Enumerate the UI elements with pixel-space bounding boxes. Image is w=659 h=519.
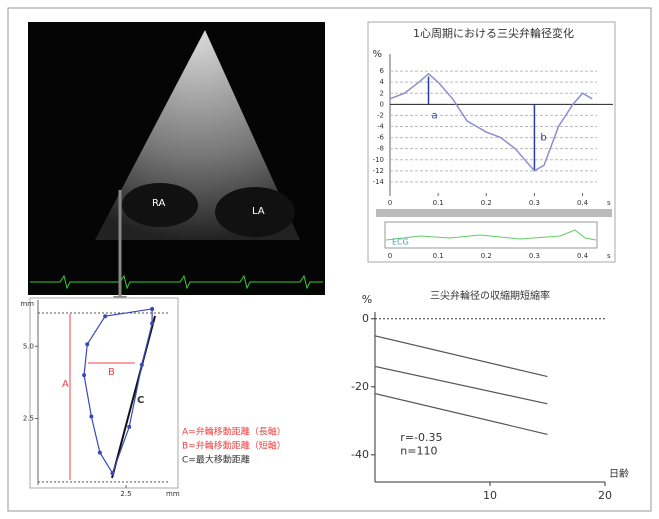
inset-x-tick-label: 0: [388, 252, 392, 260]
point: [127, 425, 131, 429]
annotation: b: [540, 133, 546, 144]
y-tick-label: -8: [377, 145, 384, 153]
inset-label: ECG: [392, 238, 409, 247]
x-tick-label: 10: [483, 489, 497, 502]
figure: RA LA 1心周期における三尖弁輪径変化%6420-2-4-6-8-10-12…: [0, 0, 659, 519]
y-tick-label: -4: [377, 123, 385, 131]
y-tick-label: 6: [380, 67, 385, 75]
point: [98, 451, 102, 455]
y-tick-label: 2.5: [23, 415, 34, 423]
y-tick-label: -20: [351, 380, 369, 393]
inset-x-tick-label: 0.3: [529, 252, 540, 260]
chart-title: 三尖弁輪径の収縮期短縮率: [430, 289, 550, 302]
y-tick-label: 5.0: [23, 342, 34, 350]
legend-text: B=弁輪移動距離（短軸）: [182, 440, 286, 452]
inset-x-tick-label: 0.2: [481, 252, 492, 260]
y-tick-label: 0: [380, 100, 384, 108]
annotation: n=110: [400, 444, 437, 457]
point: [82, 373, 86, 377]
chart-title: 1心周期における三尖弁輪径変化: [413, 26, 574, 40]
y-axis-label: %: [372, 49, 382, 60]
x-tick-label: 0.2: [481, 199, 492, 207]
point: [111, 471, 115, 475]
legend-text: C=最大移動距離: [182, 454, 250, 466]
y-tick-label: -6: [377, 134, 385, 142]
point: [150, 321, 154, 325]
y-tick-label: 2: [380, 89, 384, 97]
y-tick-label: 0: [362, 312, 369, 325]
x-tick-label: 0.1: [433, 199, 444, 207]
echo-label: LA: [252, 206, 265, 217]
x-tick-label: 20: [598, 489, 612, 502]
point: [85, 342, 89, 346]
annotation: a: [432, 110, 438, 121]
annotation: B: [108, 367, 115, 378]
annotation: A: [62, 379, 69, 390]
x-axis-label: s: [607, 199, 611, 207]
echo-label: RA: [152, 198, 166, 209]
y-tick-label: -10: [373, 156, 384, 164]
x-axis-label: 日齢: [609, 467, 629, 480]
x-tick-label: 2.5: [120, 490, 131, 498]
annotation: C: [137, 395, 144, 406]
point: [150, 307, 154, 311]
chart-frame: [368, 22, 615, 262]
inset-x-tick-label: 0.1: [433, 252, 444, 260]
inset-x-axis-label: s: [607, 252, 611, 260]
inset-x-tick-label: 0.4: [577, 252, 589, 260]
point: [103, 314, 107, 318]
legend-text: A=弁輪移動距離（長軸）: [182, 426, 286, 438]
y-tick-label: -12: [373, 167, 384, 175]
x-tick-label: 0.3: [529, 199, 540, 207]
y-tick-label: 4: [380, 78, 385, 86]
y-tick-label: -40: [351, 448, 369, 461]
y-tick-label: -2: [377, 111, 384, 119]
y-axis-label: %: [362, 293, 372, 306]
x-tick-label: 0: [388, 199, 392, 207]
point: [140, 363, 144, 367]
inset-bar: [376, 209, 612, 217]
point: [89, 414, 93, 418]
y-tick-label: -14: [373, 178, 385, 186]
y-axis-label: mm: [20, 300, 34, 308]
x-axis-label: mm: [166, 490, 180, 498]
x-tick-label: 0.4: [577, 199, 589, 207]
annotation: r=-0.35: [400, 431, 442, 444]
